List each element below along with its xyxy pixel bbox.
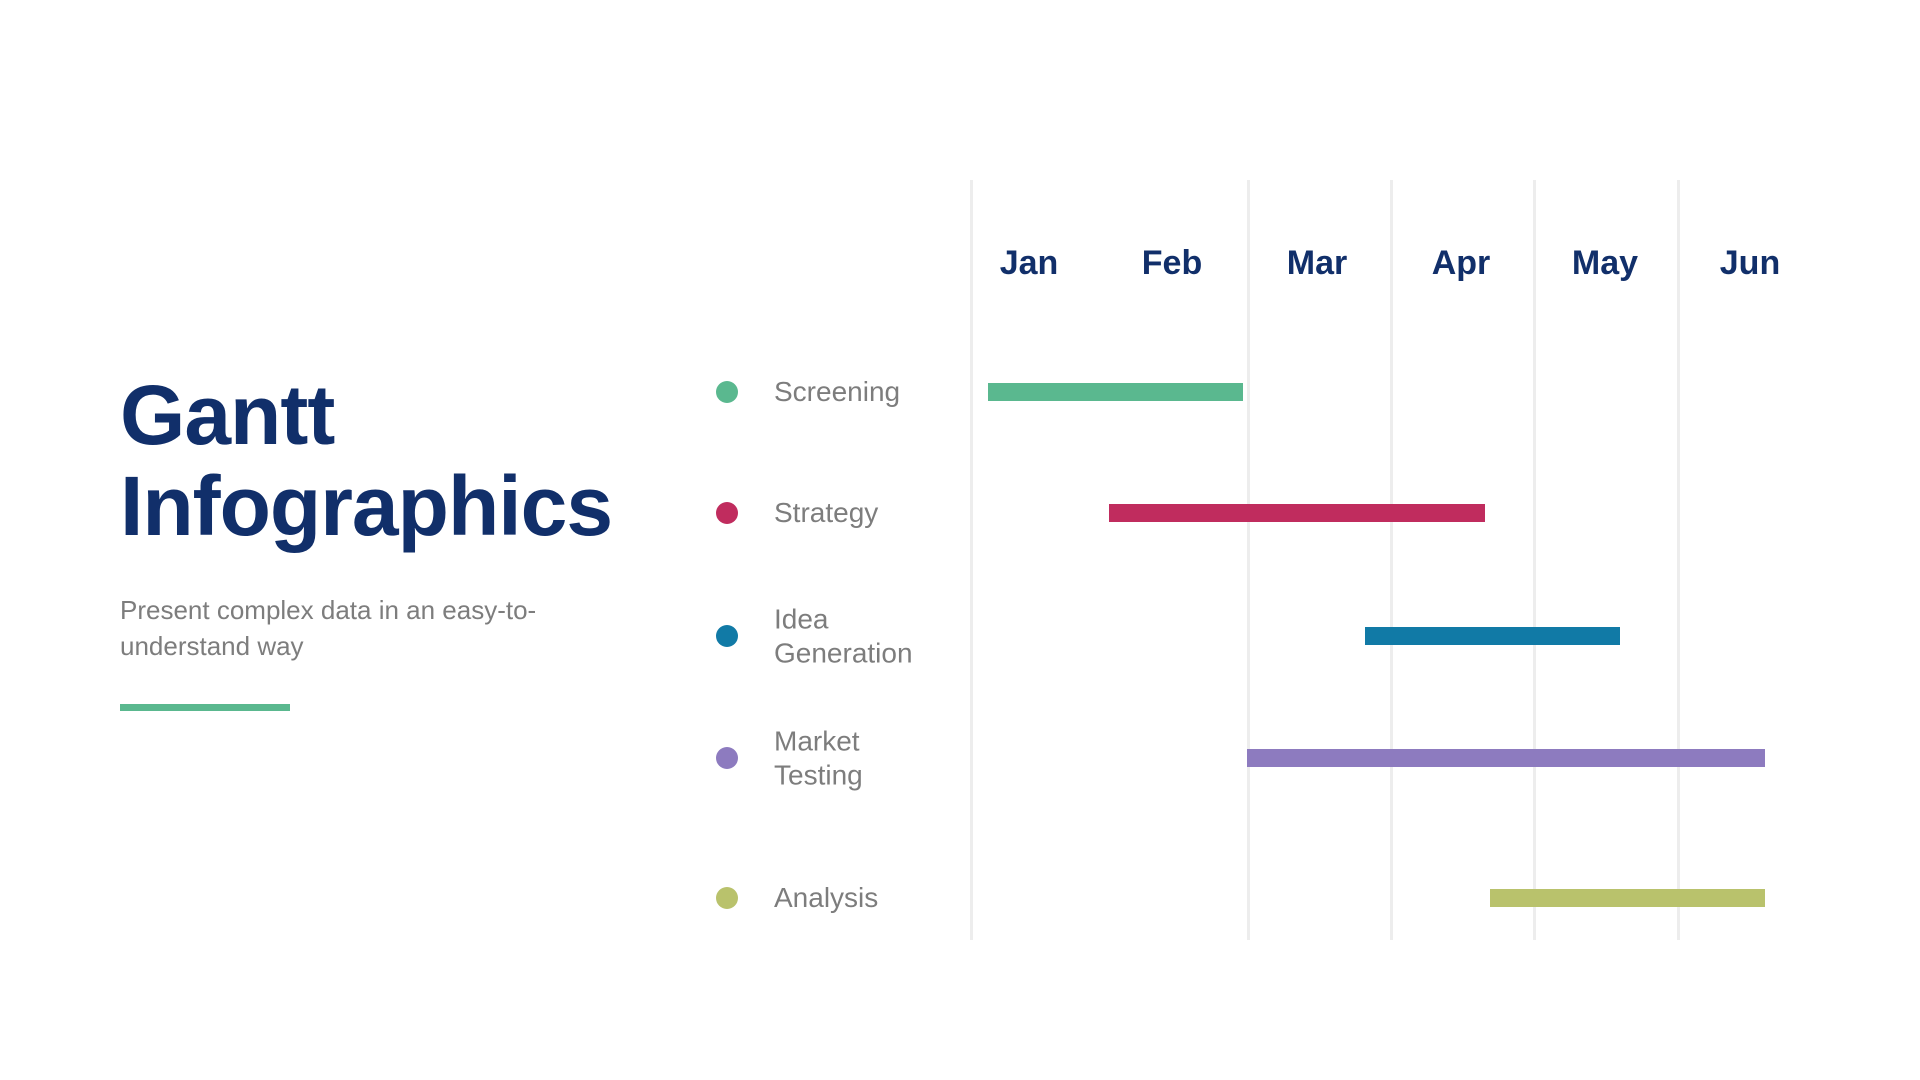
task-row: Strategy [700, 495, 1810, 531]
task-label: MarketTesting [774, 724, 964, 791]
title-line-1: Gantt [120, 368, 334, 462]
task-bar [1247, 749, 1765, 767]
task-bar [1490, 889, 1765, 907]
month-label: Jun [1720, 244, 1780, 283]
gridline [1533, 180, 1536, 940]
month-label: May [1572, 244, 1638, 283]
month-label: Mar [1287, 244, 1347, 283]
task-bar [1109, 504, 1485, 522]
slide-canvas: Gantt Infographics Present complex data … [0, 0, 1920, 1080]
task-dot-icon [716, 381, 738, 403]
title-underline [120, 704, 290, 711]
gridline [1390, 180, 1393, 940]
task-dot-icon [716, 502, 738, 524]
task-label: IdeaGeneration [774, 602, 964, 669]
slide-subtitle: Present complex data in an easy-to-under… [120, 593, 600, 663]
gantt-chart: Jan Feb Mar Apr May Jun Screening Strategy IdeaG… [700, 180, 1810, 940]
month-label: Jan [1000, 244, 1059, 283]
task-label: Screening [774, 375, 964, 409]
title-line-2: Infographics [120, 459, 612, 553]
gridline [970, 180, 973, 940]
task-row: Screening [700, 374, 1810, 410]
gridline [1677, 180, 1680, 940]
task-dot-icon [716, 887, 738, 909]
task-bar [988, 383, 1243, 401]
gridline [1247, 180, 1250, 940]
slide-title: Gantt Infographics [120, 370, 680, 551]
task-label: Analysis [774, 881, 964, 915]
task-row: MarketTesting [700, 740, 1810, 776]
task-dot-icon [716, 625, 738, 647]
task-row: IdeaGeneration [700, 618, 1810, 654]
task-dot-icon [716, 747, 738, 769]
task-bar [1365, 627, 1620, 645]
month-label: Feb [1142, 244, 1202, 283]
title-block: Gantt Infographics Present complex data … [120, 370, 680, 711]
month-label: Apr [1432, 244, 1491, 283]
task-row: Analysis [700, 880, 1810, 916]
task-label: Strategy [774, 496, 964, 530]
